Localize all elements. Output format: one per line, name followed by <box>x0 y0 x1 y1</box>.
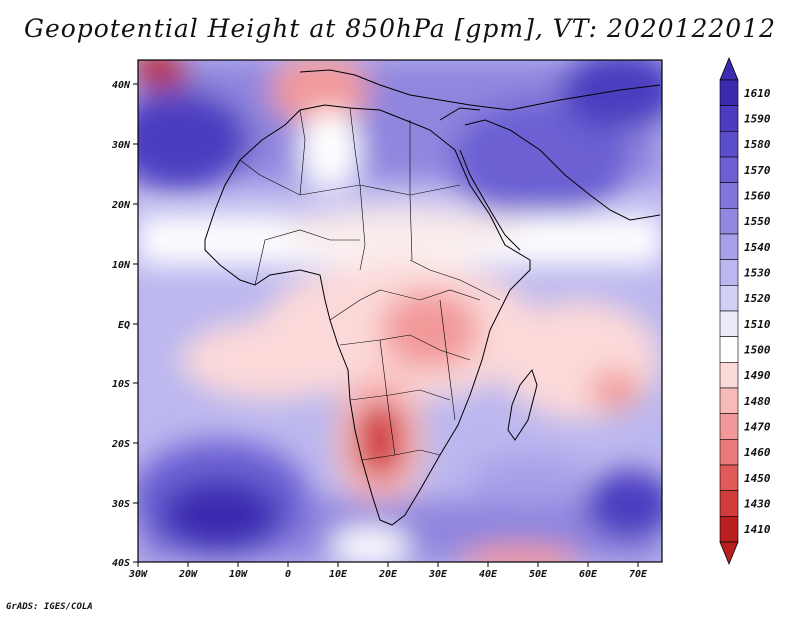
lat-label: 30S <box>111 499 130 510</box>
lat-label: EQ <box>118 320 130 331</box>
colorbar-swatch <box>719 105 739 132</box>
colorbar: 1610 1590 1580 1570 1560 1550 1540 1530 1520 1510… <box>719 56 771 566</box>
colorbar-label: 1550 <box>744 215 771 228</box>
colorbar-swatch <box>719 79 739 106</box>
lon-label: 10E <box>329 569 348 580</box>
axis-ticks <box>133 83 639 567</box>
country-borders <box>239 107 501 461</box>
lon-label: 10W <box>229 569 248 580</box>
colorbar-label: 1540 <box>744 241 771 254</box>
colorbar-label: 1580 <box>744 138 771 151</box>
colorbar-swatch <box>719 156 739 183</box>
colorbar-label: 1490 <box>744 369 771 382</box>
colorbar-label: 1610 <box>744 87 771 100</box>
lon-label: 0 <box>285 569 291 580</box>
lat-label: 10N <box>112 260 131 271</box>
colorbar-arrow-top <box>719 56 739 81</box>
lon-label: 20W <box>178 569 198 580</box>
lat-label: 20N <box>111 200 131 211</box>
map-title: Geopotential Height at 850hPa [gpm], VT:… <box>23 14 777 43</box>
colorbar-swatch <box>719 208 739 235</box>
lon-label: 30W <box>128 569 148 580</box>
colorbar-swatch <box>719 182 739 209</box>
colorbar-label: 1560 <box>744 190 771 203</box>
lat-label: 30N <box>111 140 131 151</box>
lon-label: 40E <box>479 569 498 580</box>
colorbar-label: 1480 <box>744 395 771 408</box>
lon-label: 70E <box>629 569 648 580</box>
colorbar-label: 1450 <box>744 472 771 485</box>
lon-label: 20E <box>378 569 398 580</box>
colorbar-swatch <box>719 131 739 158</box>
colorbar-label: 1530 <box>744 267 771 280</box>
colorbar-label: 1460 <box>744 446 771 459</box>
lat-label: 40N <box>112 80 131 91</box>
colorbar-swatch <box>719 336 739 363</box>
colorbar-swatch <box>719 310 739 337</box>
colorbar-swatch <box>719 259 739 286</box>
lon-label: 50E <box>529 569 548 580</box>
credit-label: GrADS: IGES/COLA <box>6 602 93 612</box>
lat-label: 20S <box>111 439 130 450</box>
colorbar-swatch <box>719 413 739 440</box>
colorbar-swatch <box>719 490 739 517</box>
colorbar-swatch <box>719 387 739 414</box>
colorbar-swatch <box>719 516 739 543</box>
lon-label: 60E <box>579 569 598 580</box>
colorbar-label: 1510 <box>744 318 771 331</box>
map-frame <box>137 59 663 563</box>
colorbar-label: 1570 <box>744 164 771 177</box>
colorbar-swatch <box>719 285 739 312</box>
colorbar-swatch <box>719 439 739 466</box>
colorbar-label: 1470 <box>744 421 771 434</box>
height-field <box>138 60 662 562</box>
colorbar-label: 1590 <box>744 113 771 126</box>
colorbar-swatch <box>719 362 739 389</box>
colorbar-arrow-bottom <box>719 541 739 566</box>
coastlines <box>204 69 661 526</box>
lat-label: 40S <box>112 558 130 569</box>
colorbar-label: 1430 <box>744 498 771 511</box>
colorbar-label: 1520 <box>744 292 771 305</box>
lon-label: 30E <box>428 569 448 580</box>
lat-label: 10S <box>112 379 130 390</box>
colorbar-swatch <box>719 233 739 260</box>
colorbar-label: 1410 <box>744 523 771 536</box>
colorbar-swatch <box>719 464 739 491</box>
colorbar-label: 1500 <box>744 344 771 357</box>
